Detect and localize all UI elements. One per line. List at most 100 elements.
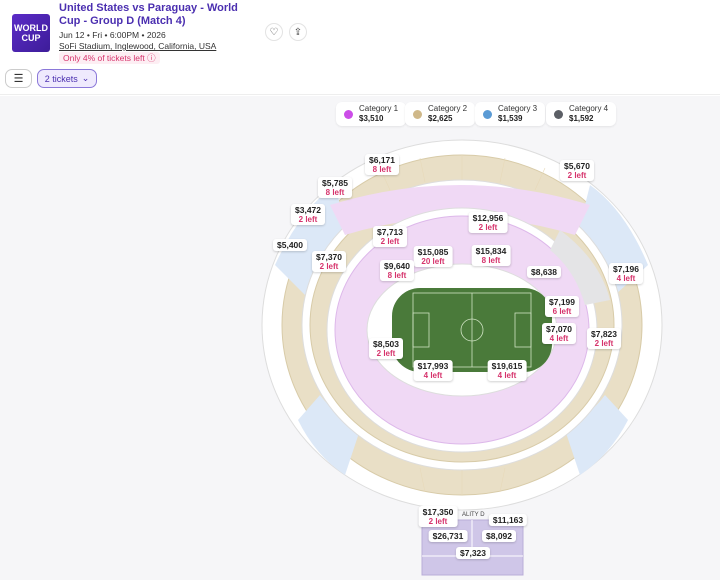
price: $5,400: [277, 240, 303, 250]
section-price-tag[interactable]: $19,615 4 left: [487, 360, 527, 381]
tickets-left: 4 left: [616, 274, 636, 283]
legend-category-3[interactable]: Category 3 $1,539: [475, 102, 546, 126]
legend-label: Category 2: [428, 104, 468, 113]
section-price-tag[interactable]: $3,472 2 left: [291, 204, 325, 225]
tickets-left: 8 left: [387, 271, 407, 280]
section-price-tag[interactable]: $7,323: [456, 547, 490, 559]
tickets-left: 2 left: [428, 517, 448, 526]
section-price-tag[interactable]: $5,670 2 left: [560, 160, 594, 181]
legend-label: Category 4: [569, 104, 609, 113]
section-price-tag[interactable]: $7,070 4 left: [542, 323, 576, 344]
tickets-left: 20 left: [421, 257, 445, 266]
price: $9,640: [384, 261, 410, 271]
share-icon[interactable]: ⇪: [289, 23, 307, 41]
legend-category-4[interactable]: Category 4 $1,592: [546, 102, 617, 126]
price: $7,370: [316, 252, 342, 262]
seat-map[interactable]: [0, 96, 720, 580]
section-price-tag[interactable]: $7,370 2 left: [312, 251, 346, 272]
tickets-left: 8 left: [372, 165, 392, 174]
section-price-tag[interactable]: $5,400: [273, 239, 307, 251]
cat4-section: [550, 230, 610, 305]
pitch-lines: [412, 292, 532, 368]
price: $15,834: [475, 246, 507, 256]
heart-icon[interactable]: ♡: [265, 23, 283, 41]
section-price-tag[interactable]: $6,171 8 left: [365, 154, 399, 175]
ticket-quantity-select[interactable]: 2 tickets ⌄: [37, 69, 97, 88]
section-price-tag[interactable]: $17,350 2 left: [418, 506, 458, 527]
price: $8,092: [486, 531, 512, 541]
availability-badge: Only 4% of tickets left ⓘ: [59, 52, 160, 64]
tickets-left: 2 left: [380, 237, 400, 246]
legend-price: $3,510: [359, 114, 384, 123]
tickets-left: 8 left: [481, 256, 501, 265]
category-3-swatch: [483, 109, 492, 119]
price: $17,350: [422, 507, 454, 517]
tickets-left: 2 left: [376, 349, 396, 358]
cat3-section-lower-right: [565, 395, 628, 475]
section-price-tag[interactable]: $26,731: [428, 530, 468, 542]
legend-category-2[interactable]: Category 2 $2,625: [405, 102, 476, 126]
section-price-tag[interactable]: $7,713 2 left: [373, 226, 407, 247]
price: $7,196: [613, 264, 639, 274]
ticket-quantity-label: 2 tickets: [44, 73, 78, 84]
section-price-tag[interactable]: $15,834 8 left: [471, 245, 511, 266]
price: $15,085: [417, 247, 449, 257]
category-2-swatch: [413, 109, 422, 119]
category-4-swatch: [554, 109, 563, 119]
section-price-tag[interactable]: $17,993 4 left: [413, 360, 453, 381]
section-price-tag[interactable]: $12,956 2 left: [468, 212, 508, 233]
price: $7,823: [591, 329, 617, 339]
chevron-down-icon: ⌄: [81, 73, 90, 83]
price: $12,956: [472, 213, 504, 223]
price: $8,503: [373, 339, 399, 349]
section-price-tag[interactable]: $7,199 6 left: [545, 296, 579, 317]
tickets-left: 4 left: [423, 371, 443, 380]
price: $7,199: [549, 297, 575, 307]
cat3-section-upper-left: [275, 185, 350, 295]
legend-price: $2,625: [428, 114, 453, 123]
price: $19,615: [491, 361, 523, 371]
price: $7,323: [460, 548, 486, 558]
legend-price: $1,592: [569, 114, 594, 123]
section-price-tag[interactable]: $7,823 2 left: [587, 328, 621, 349]
price: $17,993: [417, 361, 449, 371]
price: $5,670: [564, 161, 590, 171]
tickets-left: 6 left: [552, 307, 572, 316]
legend-label: Category 1: [359, 104, 399, 113]
section-price-tag[interactable]: $11,163: [488, 514, 528, 526]
tickets-left: 2 left: [298, 215, 318, 224]
sliders-icon[interactable]: ☰: [5, 69, 32, 88]
price: $6,171: [369, 155, 395, 165]
section-price-tag[interactable]: $9,640 8 left: [380, 260, 414, 281]
tickets-left: 2 left: [567, 171, 587, 180]
price: $5,785: [322, 178, 348, 188]
section-price-tag[interactable]: $8,092: [482, 530, 516, 542]
price: $8,638: [531, 267, 557, 277]
section-price-tag[interactable]: $8,638: [527, 266, 561, 278]
legend-price: $1,539: [498, 114, 523, 123]
section-price-tag[interactable]: $15,085 20 left: [413, 246, 453, 267]
legend-label: Category 3: [498, 104, 538, 113]
event-title[interactable]: United States vs Paraguay - World Cup - …: [59, 2, 238, 27]
section-price-tag[interactable]: $5,785 8 left: [318, 177, 352, 198]
tickets-left: 4 left: [497, 371, 517, 380]
tickets-left: 2 left: [319, 262, 339, 271]
section-dividers: [379, 155, 546, 495]
category-1-swatch: [344, 109, 353, 119]
price: $3,472: [295, 205, 321, 215]
legend-category-1[interactable]: Category 1 $3,510: [336, 102, 407, 126]
section-price-tag[interactable]: $8,503 2 left: [369, 338, 403, 359]
tickets-left: 4 left: [549, 334, 569, 343]
suite-label: ALITY D: [462, 512, 485, 518]
event-header: WORLD CUP United States vs Paraguay - Wo…: [0, 0, 720, 95]
world-cup-logo: WORLD CUP: [12, 14, 50, 52]
price: $7,070: [546, 324, 572, 334]
tickets-left: 2 left: [594, 339, 614, 348]
cat3-section-lower-left: [298, 395, 360, 475]
tickets-left: 8 left: [325, 188, 345, 197]
section-price-tag[interactable]: $7,196 4 left: [609, 263, 643, 284]
tickets-left: 2 left: [478, 223, 498, 232]
price: $11,163: [492, 515, 524, 525]
venue-link[interactable]: SoFi Stadium, Inglewood, California, USA: [59, 41, 217, 51]
price: $7,713: [377, 227, 403, 237]
